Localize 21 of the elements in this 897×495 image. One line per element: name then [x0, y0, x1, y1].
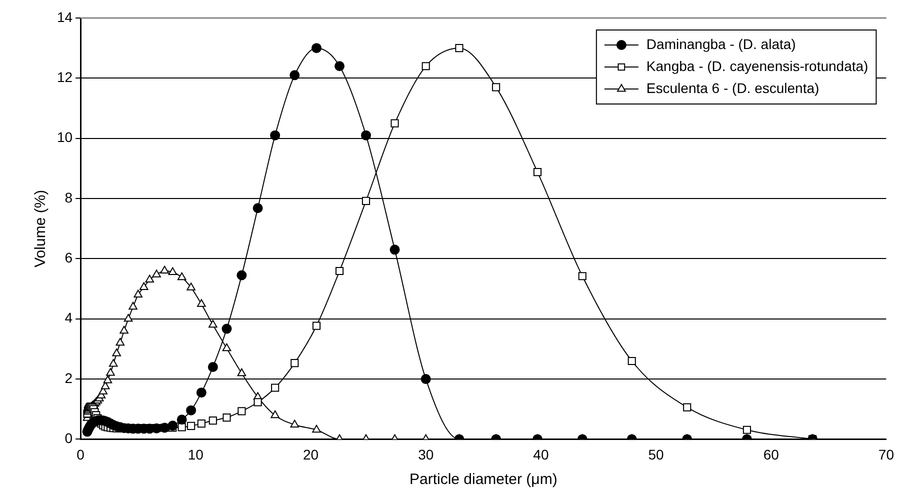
x-tick-label: 20 [302, 446, 319, 462]
x-tick-label: 40 [533, 446, 549, 462]
y-tick-label: 0 [64, 430, 73, 446]
x-tick-label: 10 [188, 446, 204, 462]
legend-label: Esculenta 6 - (D. esculenta) [646, 80, 820, 96]
legend-label: Kangba - (D. cayenensis-rotundata) [646, 58, 868, 74]
y-axis-title: Volume (%) [32, 190, 50, 268]
y-tick-label: 6 [64, 250, 73, 266]
x-tick-label: 70 [878, 446, 894, 462]
y-tick-label: 14 [56, 8, 73, 25]
x-axis-title: Particle diameter (μm) [409, 471, 558, 488]
y-tick-label: 8 [64, 189, 73, 206]
x-tick-label: 0 [76, 446, 85, 462]
legend-label: Daminangba - (D. alata) [646, 36, 796, 52]
x-tick-label: 30 [418, 446, 434, 462]
x-tick-label: 50 [648, 446, 664, 462]
y-tick-label: 10 [56, 129, 73, 146]
y-tick-label: 2 [64, 370, 73, 386]
x-tick-label: 60 [763, 446, 780, 462]
y-tick-label: 4 [64, 310, 73, 326]
y-tick-label: 12 [56, 69, 73, 86]
